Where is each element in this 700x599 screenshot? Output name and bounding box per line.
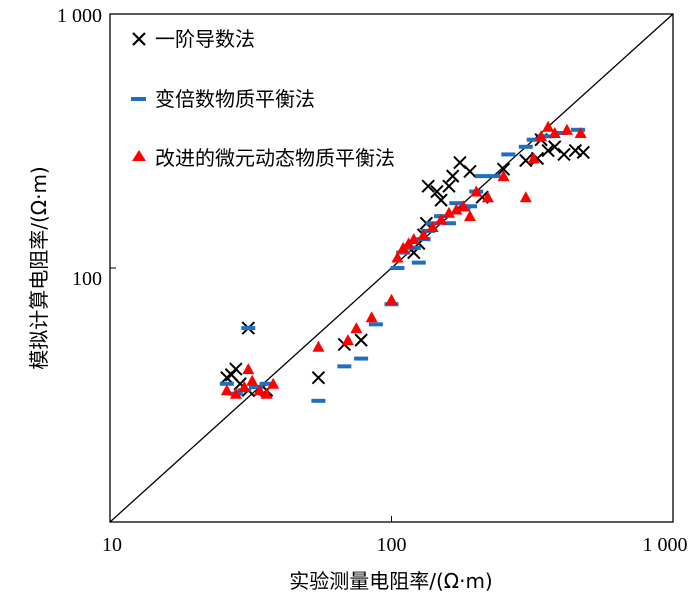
- dash-marker-point: [259, 381, 274, 386]
- triangle-marker-point: [519, 191, 532, 203]
- x-axis-ticks: 10 100 1 000: [102, 516, 688, 556]
- dash-marker-point: [462, 204, 477, 209]
- triangle-marker-icon: [132, 150, 146, 161]
- x-tick-label: 1 000: [643, 534, 688, 556]
- triangle-marker-point: [481, 191, 494, 203]
- y-axis-label: 模拟计算电阻率/(Ω·m): [27, 166, 51, 369]
- triangle-marker-point: [229, 387, 242, 399]
- dash-marker-point: [390, 266, 405, 270]
- legend-label: 改进的微元动态物质平衡法: [155, 146, 395, 170]
- x-marker-point: [446, 169, 460, 183]
- x-marker-point: [463, 164, 477, 179]
- dash-marker-icon: [131, 97, 146, 101]
- x-marker-point: [576, 145, 590, 160]
- y-axis-ticks: 100 1 000: [57, 5, 116, 290]
- triangle-marker-point: [242, 363, 255, 375]
- dash-marker-point: [449, 201, 464, 206]
- triangle-marker-point: [253, 384, 266, 396]
- x-marker-icon: [132, 32, 146, 46]
- triangle-marker-point: [527, 152, 540, 164]
- triangle-marker-point: [463, 210, 476, 222]
- dash-marker-point: [486, 174, 501, 179]
- triangle-marker-point: [238, 381, 251, 393]
- x-marker-point: [229, 362, 243, 376]
- x-marker-point: [354, 333, 368, 347]
- triangle-marker-point: [457, 200, 470, 212]
- x-tick-label: 10: [102, 534, 122, 556]
- triangle-marker-point: [435, 213, 448, 225]
- y-tick-label: 100: [72, 268, 102, 290]
- triangle-marker-point: [385, 293, 398, 305]
- legend-item-variable-multiple: 变倍数物质平衡法: [131, 87, 315, 111]
- x-marker-point: [541, 143, 555, 158]
- x-marker-point: [434, 193, 448, 207]
- dash-marker-point: [337, 364, 352, 369]
- triangle-marker-point: [450, 203, 463, 215]
- data-points: [219, 120, 590, 403]
- triangle-marker-point: [497, 170, 510, 182]
- x-marker-point: [421, 179, 435, 193]
- legend: 一阶导数法 变倍数物质平衡法 改进的微元动态物质平衡法: [131, 27, 395, 170]
- legend-item-first-derivative: 一阶导数法: [132, 27, 255, 51]
- dash-marker-point: [354, 356, 369, 361]
- dash-marker-point: [241, 326, 256, 331]
- triangle-marker-point: [574, 127, 587, 139]
- x-tick-label: 100: [377, 534, 407, 556]
- x-marker-point: [519, 153, 533, 168]
- triangle-marker-point: [442, 206, 455, 218]
- triangle-marker-point: [260, 387, 273, 399]
- dash-marker-point: [368, 322, 383, 327]
- triangle-marker-point: [470, 185, 483, 197]
- x-marker-point: [557, 147, 571, 162]
- x-marker-point: [430, 184, 444, 199]
- y-tick-label: 1 000: [57, 5, 102, 27]
- triangle-marker-point: [426, 221, 439, 233]
- x-marker-point: [548, 140, 562, 154]
- dash-marker-point: [219, 381, 234, 386]
- triangle-marker-point: [365, 311, 378, 323]
- dash-marker-point: [553, 131, 568, 136]
- dash-marker-point: [501, 152, 516, 157]
- triangle-marker-point: [542, 120, 555, 132]
- dash-marker-point: [526, 137, 541, 142]
- legend-item-improved-micro-element: 改进的微元动态物质平衡法: [132, 146, 395, 170]
- x-marker-point: [442, 179, 456, 193]
- x-marker-point: [311, 370, 326, 385]
- triangle-marker-point: [535, 130, 548, 142]
- triangle-marker-point: [246, 374, 259, 386]
- triangle-marker-point: [220, 384, 233, 396]
- triangle-marker-point: [267, 377, 280, 389]
- triangle-marker-point: [560, 123, 573, 135]
- triangle-marker-point: [341, 334, 354, 346]
- triangle-marker-point: [312, 340, 325, 352]
- legend-label: 一阶导数法: [155, 27, 255, 51]
- legend-label: 变倍数物质平衡法: [155, 87, 315, 111]
- x-marker-point: [568, 143, 583, 158]
- triangle-marker-point: [417, 228, 430, 240]
- x-marker-point: [496, 162, 511, 176]
- dash-marker-point: [518, 144, 533, 149]
- dash-marker-point: [248, 385, 263, 390]
- triangle-marker-point: [350, 322, 363, 334]
- dash-marker-point: [441, 221, 456, 226]
- triangle-marker-point: [391, 251, 404, 263]
- dash-marker-point: [571, 127, 586, 132]
- dash-marker-point: [411, 260, 426, 265]
- triangle-marker-point: [548, 127, 561, 139]
- dash-marker-point: [311, 398, 326, 403]
- dash-marker-point: [537, 134, 552, 139]
- triangle-marker-point: [407, 233, 420, 245]
- x-axis-label: 实验测量电阻率/(Ω·m): [289, 569, 492, 593]
- dash-marker-point: [475, 174, 490, 179]
